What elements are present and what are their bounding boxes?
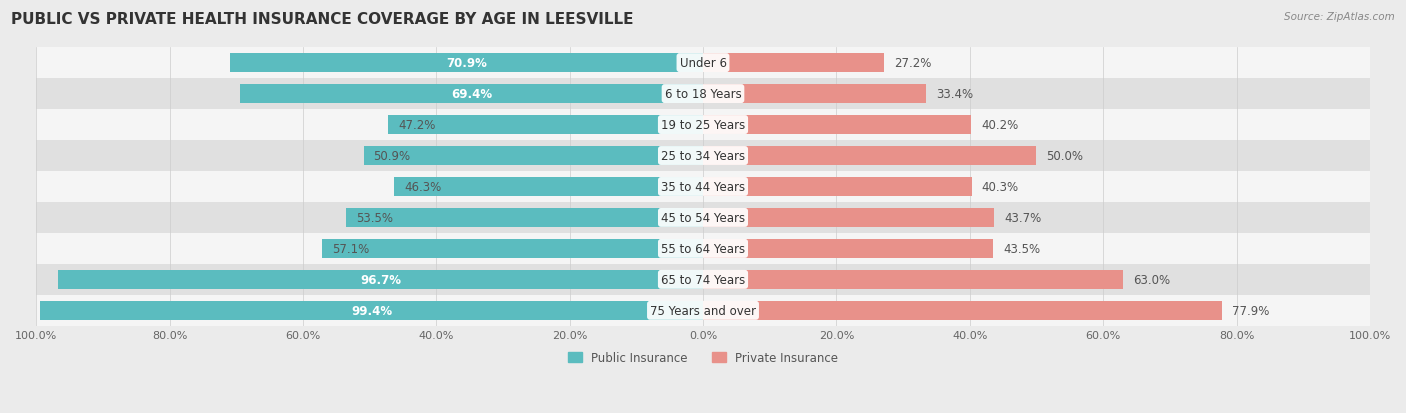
Bar — [58, 271, 703, 289]
Text: 43.5%: 43.5% — [1002, 242, 1040, 255]
Text: 69.4%: 69.4% — [451, 88, 492, 101]
Text: 70.9%: 70.9% — [446, 57, 486, 70]
Bar — [346, 209, 703, 227]
Bar — [703, 116, 972, 135]
Text: PUBLIC VS PRIVATE HEALTH INSURANCE COVERAGE BY AGE IN LEESVILLE: PUBLIC VS PRIVATE HEALTH INSURANCE COVER… — [11, 12, 634, 27]
Legend: Public Insurance, Private Insurance: Public Insurance, Private Insurance — [562, 345, 844, 370]
Bar — [231, 54, 703, 73]
Text: 19 to 25 Years: 19 to 25 Years — [661, 119, 745, 132]
Text: 55 to 64 Years: 55 to 64 Years — [661, 242, 745, 255]
Bar — [37, 48, 1369, 79]
Bar — [37, 295, 1369, 326]
Bar — [703, 209, 994, 227]
Text: 35 to 44 Years: 35 to 44 Years — [661, 180, 745, 194]
Text: 75 Years and over: 75 Years and over — [650, 304, 756, 317]
Text: 43.7%: 43.7% — [1004, 211, 1042, 224]
Bar — [703, 54, 884, 73]
Text: 40.2%: 40.2% — [981, 119, 1018, 132]
Bar — [37, 110, 1369, 141]
Bar — [703, 301, 1222, 320]
Text: Under 6: Under 6 — [679, 57, 727, 70]
Bar — [703, 240, 993, 258]
Bar — [37, 233, 1369, 264]
Text: 45 to 54 Years: 45 to 54 Years — [661, 211, 745, 224]
Bar — [703, 85, 925, 104]
Bar — [703, 147, 1036, 165]
Text: 46.3%: 46.3% — [405, 180, 441, 194]
Text: 27.2%: 27.2% — [894, 57, 932, 70]
Bar — [364, 147, 703, 165]
Text: 47.2%: 47.2% — [398, 119, 436, 132]
Text: 63.0%: 63.0% — [1133, 273, 1170, 286]
Bar — [41, 301, 703, 320]
Bar — [37, 264, 1369, 295]
Bar — [703, 271, 1123, 289]
Bar — [703, 178, 972, 196]
Text: 50.9%: 50.9% — [374, 150, 411, 163]
Text: 25 to 34 Years: 25 to 34 Years — [661, 150, 745, 163]
Text: 6 to 18 Years: 6 to 18 Years — [665, 88, 741, 101]
Bar — [37, 171, 1369, 202]
Text: 50.0%: 50.0% — [1046, 150, 1084, 163]
Bar — [37, 79, 1369, 110]
Text: 57.1%: 57.1% — [332, 242, 370, 255]
Text: 33.4%: 33.4% — [936, 88, 973, 101]
Bar — [240, 85, 703, 104]
Bar — [37, 141, 1369, 171]
Text: Source: ZipAtlas.com: Source: ZipAtlas.com — [1284, 12, 1395, 22]
Text: 40.3%: 40.3% — [981, 180, 1019, 194]
Text: 99.4%: 99.4% — [352, 304, 392, 317]
Bar — [37, 202, 1369, 233]
Text: 65 to 74 Years: 65 to 74 Years — [661, 273, 745, 286]
Bar — [388, 116, 703, 135]
Bar — [322, 240, 703, 258]
Text: 96.7%: 96.7% — [360, 273, 401, 286]
Text: 77.9%: 77.9% — [1233, 304, 1270, 317]
Bar — [394, 178, 703, 196]
Text: 53.5%: 53.5% — [356, 211, 394, 224]
